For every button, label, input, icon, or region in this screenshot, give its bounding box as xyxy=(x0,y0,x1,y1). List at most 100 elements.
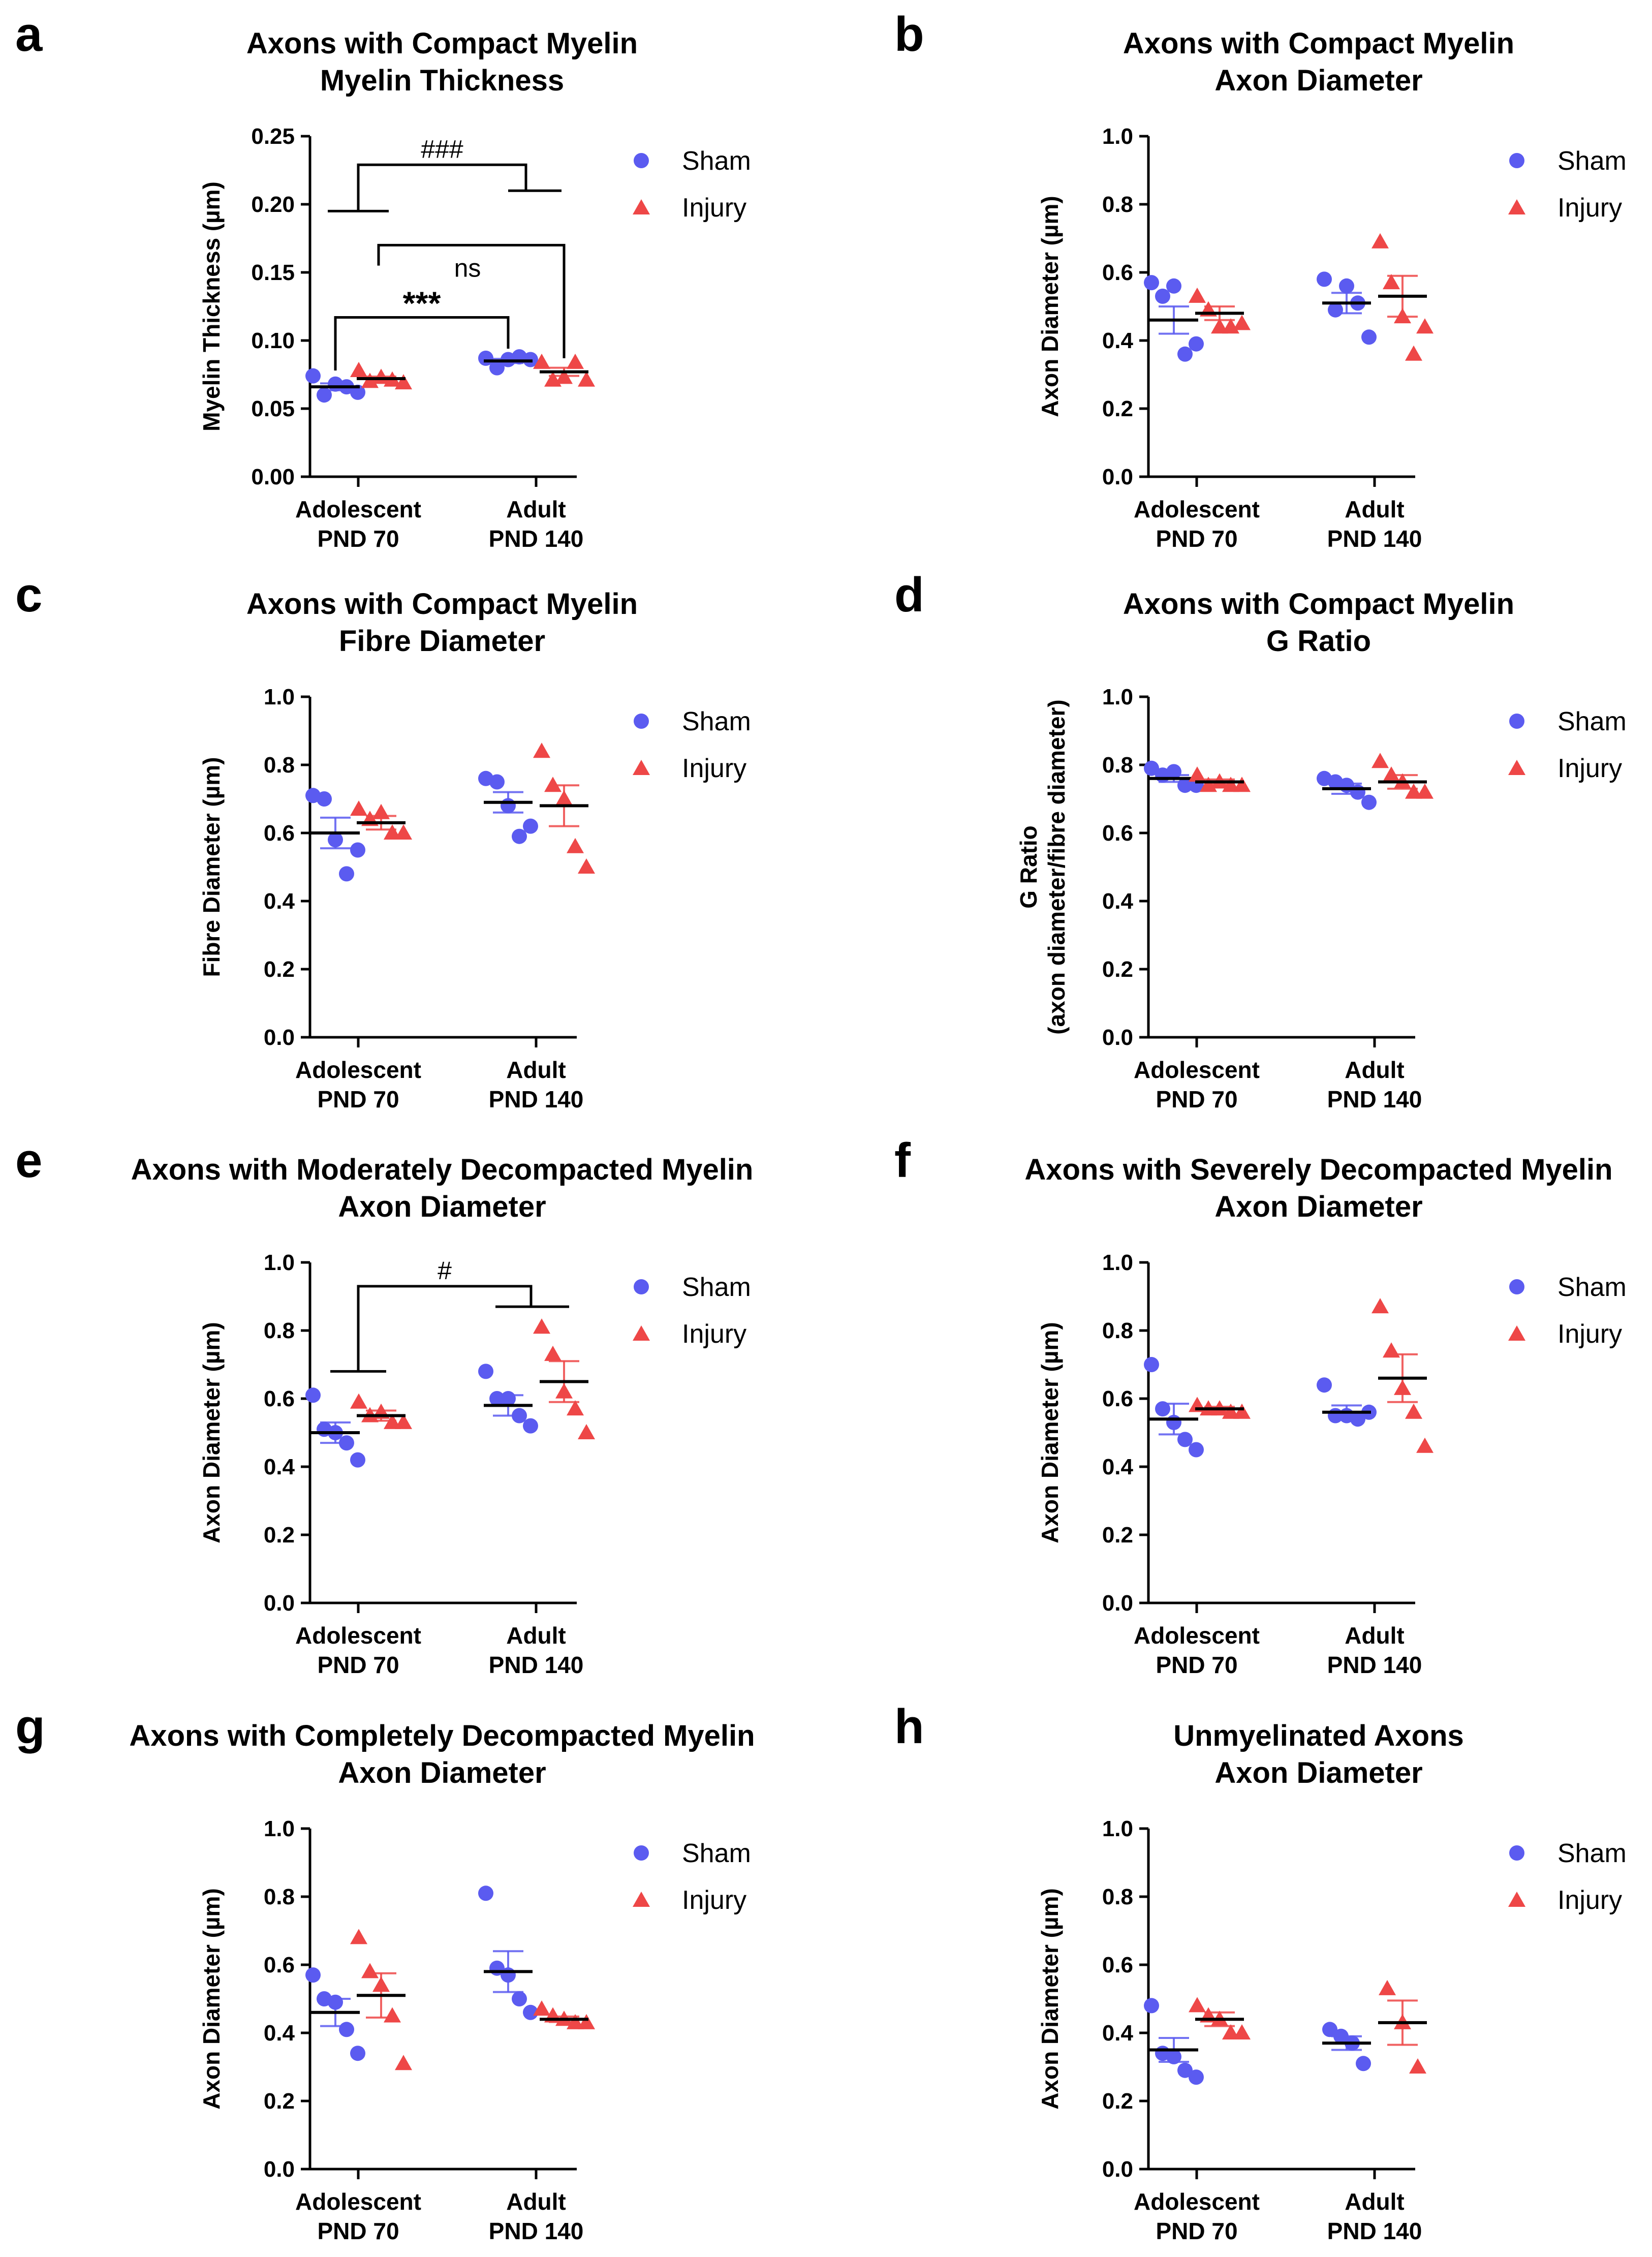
chart-subtitle: Axon Diameter xyxy=(338,1756,546,1789)
data-point-injury xyxy=(1189,1997,1206,2013)
x-tick-label: Adolescent xyxy=(1134,496,1260,522)
data-point-sham xyxy=(1144,760,1159,776)
data-point-sham xyxy=(1166,764,1181,780)
series-injury-group-0 xyxy=(1189,766,1251,792)
data-point-injury xyxy=(395,2055,412,2070)
y-tick-label: 0.2 xyxy=(1102,1523,1133,1548)
x-tick-label: Adolescent xyxy=(295,2188,421,2215)
x-tick-label: PND 140 xyxy=(1327,1652,1422,1678)
chart-subtitle: Axon Diameter xyxy=(338,1190,546,1223)
y-tick-label: 0.4 xyxy=(1102,889,1134,914)
data-point-sham xyxy=(1339,278,1354,294)
y-tick-label: 0.0 xyxy=(1102,1025,1133,1050)
data-point-sham xyxy=(523,818,538,834)
data-point-injury xyxy=(567,838,584,853)
data-point-sham xyxy=(350,842,365,858)
data-point-injury xyxy=(1405,783,1422,799)
chart-title: Axons with Compact Myelin xyxy=(246,588,638,621)
data-point-sham xyxy=(1166,278,1181,294)
panel-letter: c xyxy=(15,568,42,622)
x-tick-label: Adolescent xyxy=(1134,1622,1260,1649)
legend-marker-injury xyxy=(1508,760,1525,775)
series-injury-group-0 xyxy=(1189,1397,1251,1419)
data-point-injury xyxy=(544,777,562,792)
series-sham-group-0 xyxy=(1144,1357,1204,1458)
data-point-sham xyxy=(350,384,365,400)
y-tick-label: 0.6 xyxy=(1102,821,1133,846)
legend-marker-sham xyxy=(1509,1279,1524,1294)
data-point-sham xyxy=(1155,1401,1170,1417)
series-sham-group-1 xyxy=(1322,2022,1371,2072)
legend-marker-sham xyxy=(634,1279,649,1294)
series-injury-group-1 xyxy=(533,1318,595,1439)
y-tick-label: 0.2 xyxy=(1102,2089,1133,2114)
data-point-sham xyxy=(1166,1414,1181,1430)
panel-f: f Axons with Severely Decompacted Myelin A… xyxy=(894,1133,1627,1678)
data-point-sham xyxy=(1317,271,1332,287)
data-point-sham xyxy=(1177,2062,1193,2078)
series-sham-group-0 xyxy=(1144,1998,1204,2085)
data-point-injury xyxy=(395,374,412,390)
data-point-sham xyxy=(305,1387,321,1403)
series-injury-group-1 xyxy=(1372,753,1433,799)
y-tick-label: 0.6 xyxy=(1102,260,1133,285)
data-point-sham xyxy=(1189,336,1204,352)
data-point-sham xyxy=(1328,302,1343,318)
data-point-sham xyxy=(1356,2056,1371,2072)
legend-marker-sham xyxy=(634,1845,649,1861)
data-point-injury xyxy=(1405,345,1422,361)
series-injury-group-1 xyxy=(1372,233,1433,361)
data-point-sham xyxy=(317,791,332,807)
x-tick-label: Adult xyxy=(1345,1622,1405,1649)
y-tick-label: 0.4 xyxy=(1102,1455,1134,1479)
y-tick-label: 0.4 xyxy=(264,2021,295,2046)
data-point-sham xyxy=(305,368,321,384)
data-point-injury xyxy=(567,353,584,369)
y-tick-label: 0.8 xyxy=(1102,753,1133,778)
series-sham-group-0 xyxy=(305,368,365,403)
y-tick-label: 0.25 xyxy=(251,124,295,149)
legend-label-sham: Sham xyxy=(682,1839,751,1868)
data-point-sham xyxy=(523,2004,538,2020)
series-injury-group-1 xyxy=(533,353,595,387)
legend-marker-sham xyxy=(1509,153,1524,168)
legend-label-sham: Sham xyxy=(1557,1273,1627,1302)
bracket xyxy=(357,163,527,211)
data-point-injury xyxy=(350,1929,367,1944)
data-point-injury xyxy=(1189,766,1206,782)
data-point-injury xyxy=(384,2007,401,2023)
series-sham-group-0 xyxy=(1144,275,1204,362)
y-tick-label: 0.8 xyxy=(264,1884,295,1909)
x-tick-label: Adult xyxy=(1345,1057,1405,1083)
data-point-sham xyxy=(1189,2069,1204,2085)
panel-d: d Axons with Compact Myelin G Ratio 0.0 0.2 0… xyxy=(894,568,1627,1112)
x-tick-label: PND 70 xyxy=(317,525,399,552)
data-point-injury xyxy=(555,790,573,806)
y-tick-label: 0.6 xyxy=(264,1953,295,1977)
y-tick-label: 0.8 xyxy=(1102,1318,1133,1343)
data-point-sham xyxy=(489,774,505,790)
data-point-injury xyxy=(384,1413,401,1429)
x-tick-label: PND 70 xyxy=(317,2218,399,2244)
data-point-sham xyxy=(350,2046,365,2061)
data-point-injury xyxy=(1189,287,1206,303)
data-point-sham xyxy=(523,1418,538,1434)
y-tick-label: 0.8 xyxy=(264,1318,295,1343)
legend-marker-sham xyxy=(634,714,649,729)
legend-label-sham: Sham xyxy=(1557,146,1627,176)
y-axis-label: (axon diameter/fibre diameter) xyxy=(1043,699,1070,1035)
data-point-sham xyxy=(1333,2028,1349,2044)
y-tick-label: 0.10 xyxy=(251,328,295,353)
data-point-injury xyxy=(1416,783,1433,799)
panel-letter: d xyxy=(894,568,924,622)
legend-label-sham: Sham xyxy=(682,146,751,176)
y-tick-label: 1.0 xyxy=(1102,1250,1133,1275)
legend-marker-injury xyxy=(1508,1892,1525,1907)
data-point-sham xyxy=(1177,346,1193,362)
panel-b: b Axons with Compact Myelin Axon Diameter 0… xyxy=(894,7,1627,552)
data-point-sham xyxy=(1317,1377,1332,1393)
legend-label-injury: Injury xyxy=(682,193,746,223)
data-point-injury xyxy=(350,800,367,816)
data-point-sham xyxy=(1361,329,1377,345)
data-point-injury xyxy=(361,373,379,388)
